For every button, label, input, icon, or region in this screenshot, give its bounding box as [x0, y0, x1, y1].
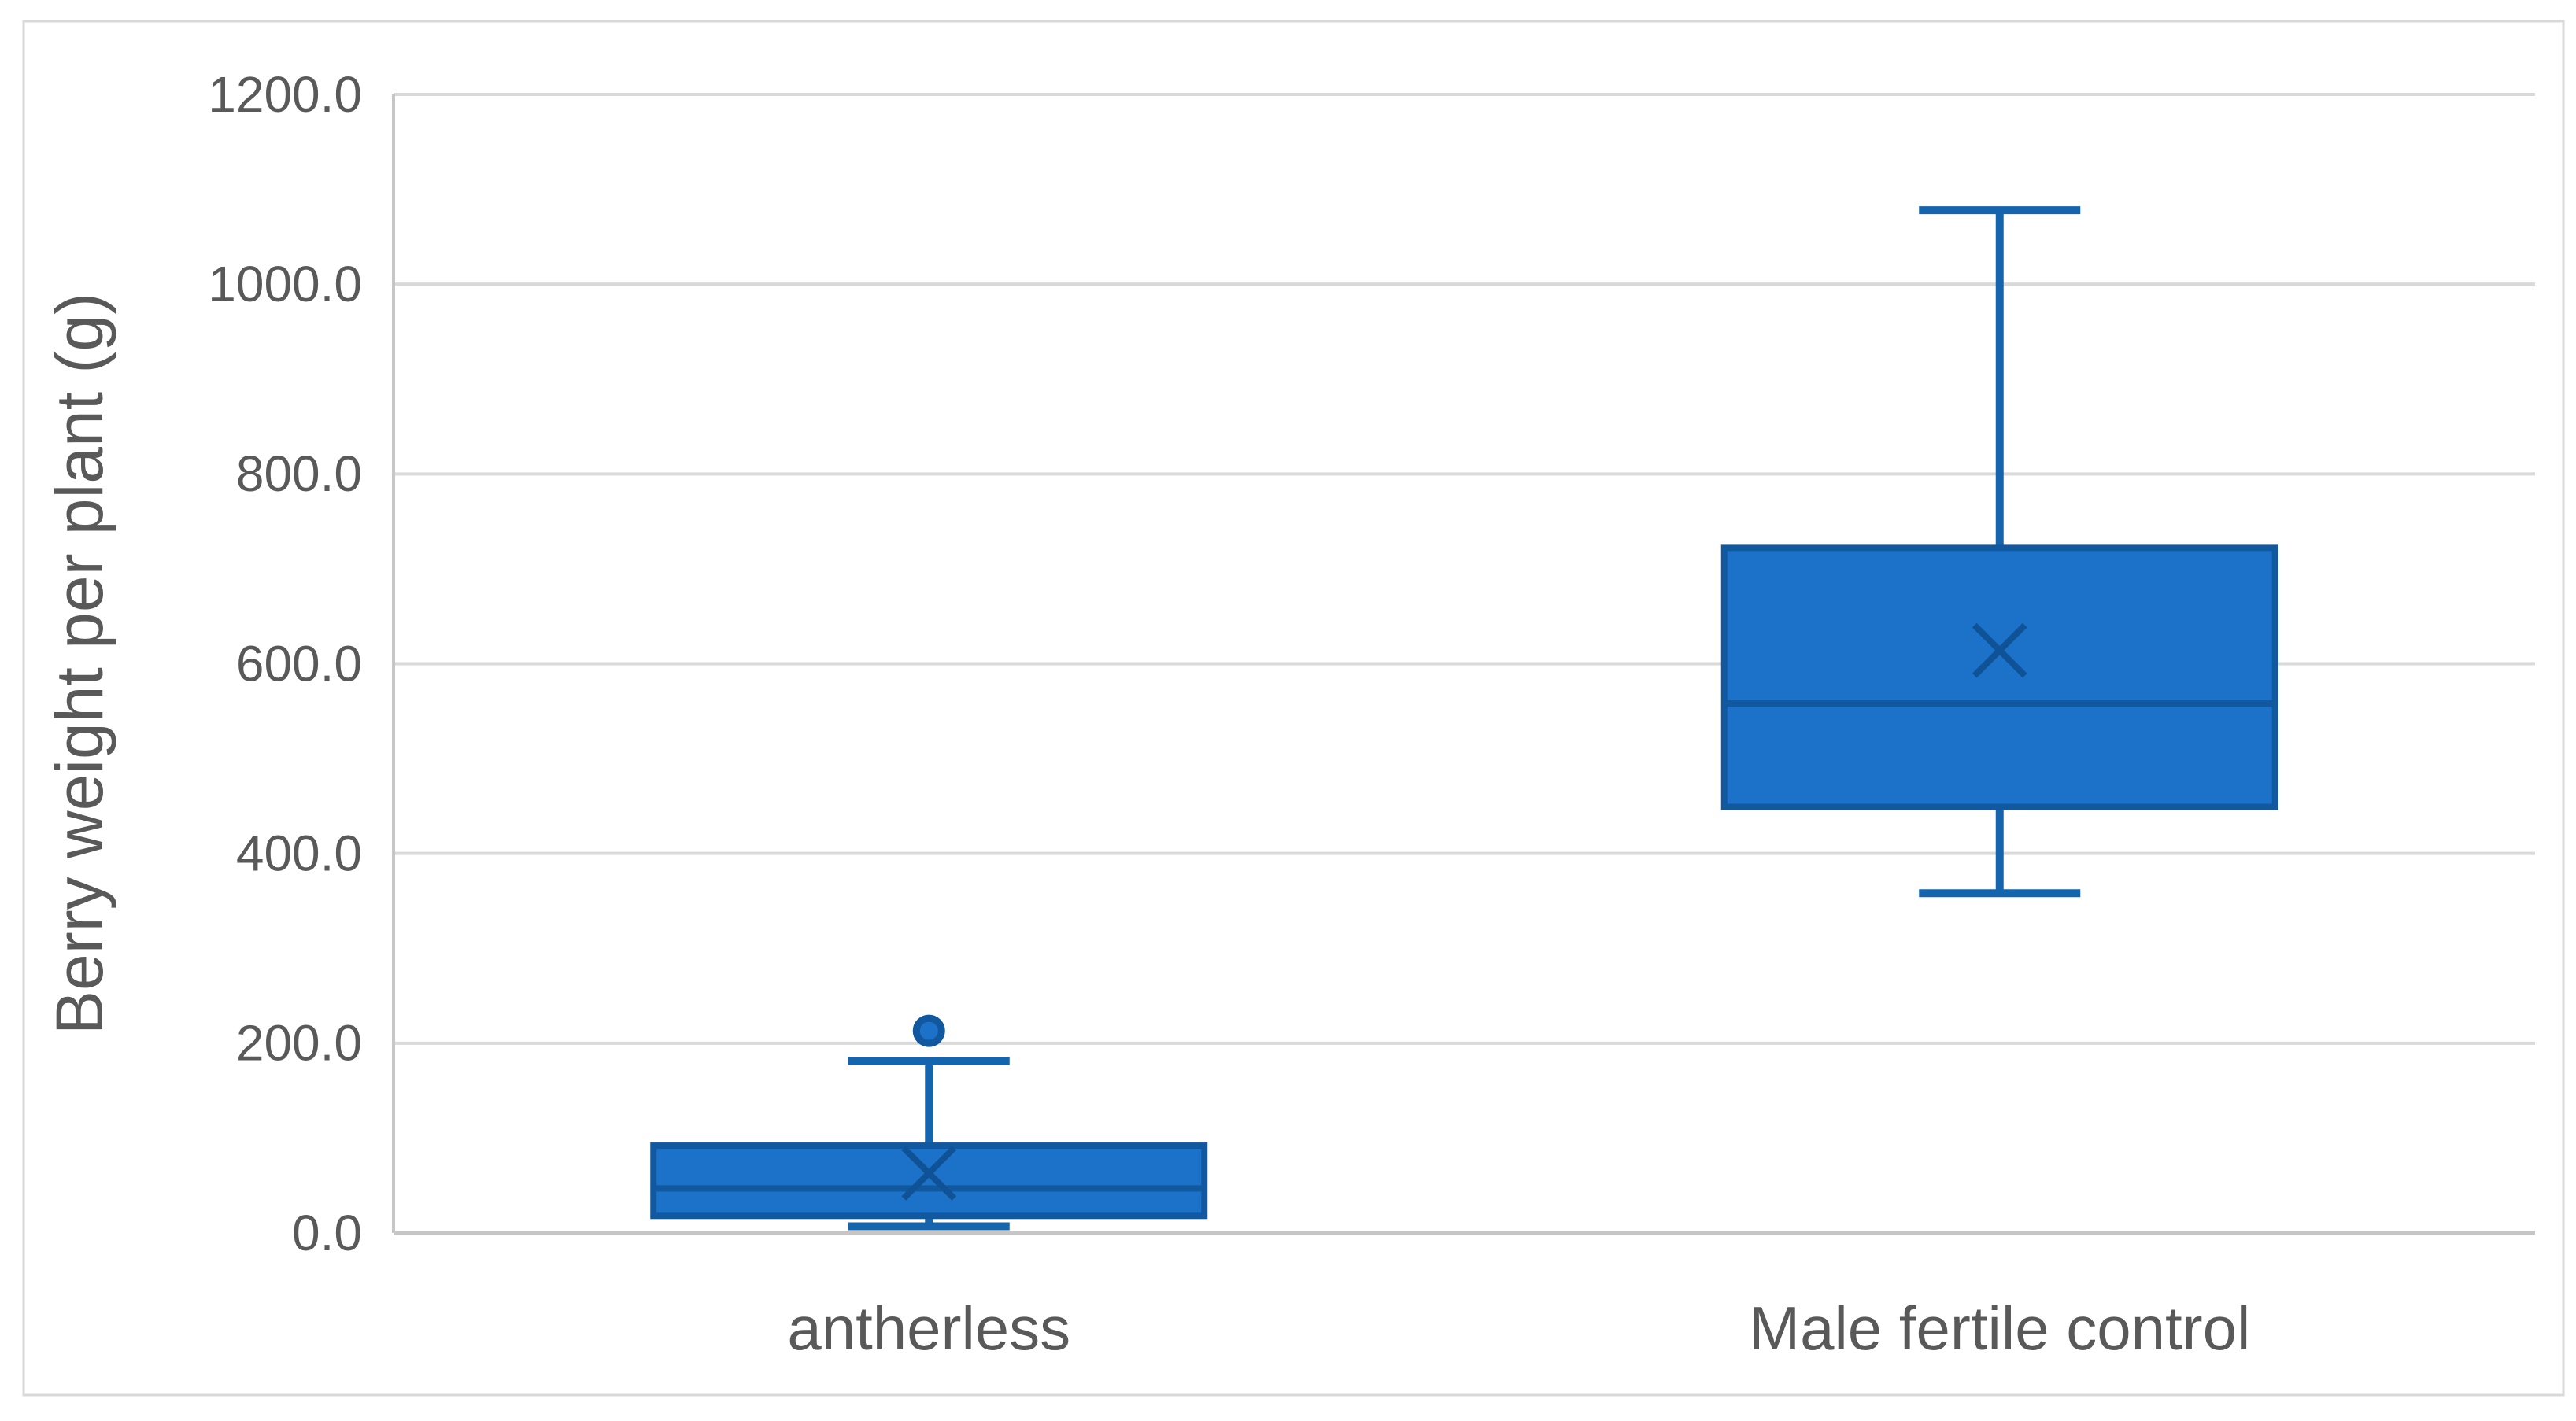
y-axis-title: Berry weight per plant (g)	[43, 293, 116, 1035]
y-tick-label: 400.0	[236, 825, 362, 881]
outlier-point	[912, 1014, 945, 1047]
y-tick-label: 1000.0	[208, 256, 362, 312]
box-rect	[1720, 544, 2278, 810]
mean-x-icon	[1972, 622, 2027, 678]
category-label: antherless	[787, 1294, 1070, 1363]
chart-border	[22, 20, 2565, 1397]
y-tick-label: 800.0	[236, 445, 362, 502]
y-tick-label: 200.0	[236, 1015, 362, 1072]
y-tick-label: 0.0	[292, 1205, 362, 1261]
box-rect	[650, 1142, 1208, 1220]
y-tick-label: 1200.0	[208, 66, 362, 123]
mean-x-icon	[901, 1146, 957, 1201]
category-label: Male fertile control	[1749, 1294, 2250, 1363]
y-tick-label: 600.0	[236, 635, 362, 692]
